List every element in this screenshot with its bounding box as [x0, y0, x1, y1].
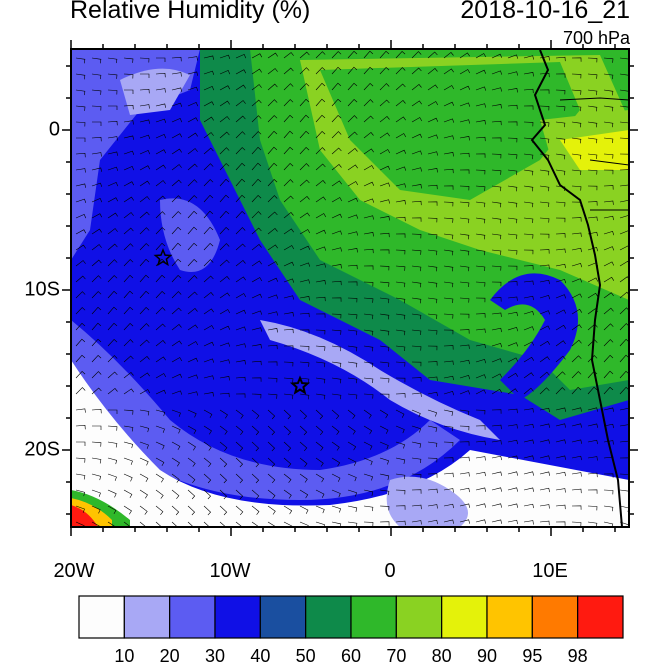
colorbar-label: 90 — [476, 646, 498, 666]
colorbar-label: 20 — [159, 646, 180, 666]
colorbar-label: 70 — [386, 646, 407, 666]
humidity-field — [71, 49, 629, 527]
colorbar-label: 10 — [114, 646, 135, 666]
colorbar-swatch — [214, 595, 261, 639]
colorbar-label: 40 — [250, 646, 271, 666]
lat-label-10s: 10S — [24, 278, 60, 301]
colorbar-swatch — [78, 595, 125, 639]
lon-label-0: 0 — [384, 560, 396, 582]
colorbar-swatch — [305, 595, 352, 639]
axis-ticks — [62, 40, 638, 536]
map-datetime: 2018-10-16_21 — [460, 0, 630, 24]
lon-label-10e: 10E — [532, 560, 568, 582]
plot-frame — [70, 48, 630, 528]
colorbar-swatch — [577, 595, 624, 639]
coastline — [530, 49, 623, 527]
lat-label-20s: 20S — [24, 438, 60, 461]
colorbar-label: 30 — [204, 646, 226, 666]
lat-label-0: 0 — [48, 118, 60, 141]
colorbar-label: 80 — [431, 646, 452, 666]
colorbar-label: 60 — [340, 646, 362, 666]
lon-label-10w: 10W — [209, 560, 251, 582]
colorbar-swatch — [486, 595, 533, 639]
lon-label-20w: 20W — [53, 560, 95, 582]
colorbar-swatch — [350, 595, 397, 639]
colorbar-swatch — [169, 595, 216, 639]
map-title: Relative Humidity (%) — [70, 0, 311, 24]
star-marker-1 — [153, 248, 173, 267]
colorbar-label: 50 — [295, 646, 316, 666]
star-marker-2 — [289, 375, 311, 395]
colorbar-swatch — [123, 595, 171, 639]
colorbar-label: 95 — [522, 646, 543, 666]
colorbar-swatch — [441, 595, 488, 639]
colorbar-swatch — [531, 595, 579, 639]
colorbar-swatch — [395, 595, 443, 639]
pressure-level: 700 hPa — [562, 28, 630, 48]
colorbar-swatch — [259, 595, 307, 639]
colorbar — [78, 595, 624, 639]
colorbar-label: 98 — [567, 646, 588, 666]
